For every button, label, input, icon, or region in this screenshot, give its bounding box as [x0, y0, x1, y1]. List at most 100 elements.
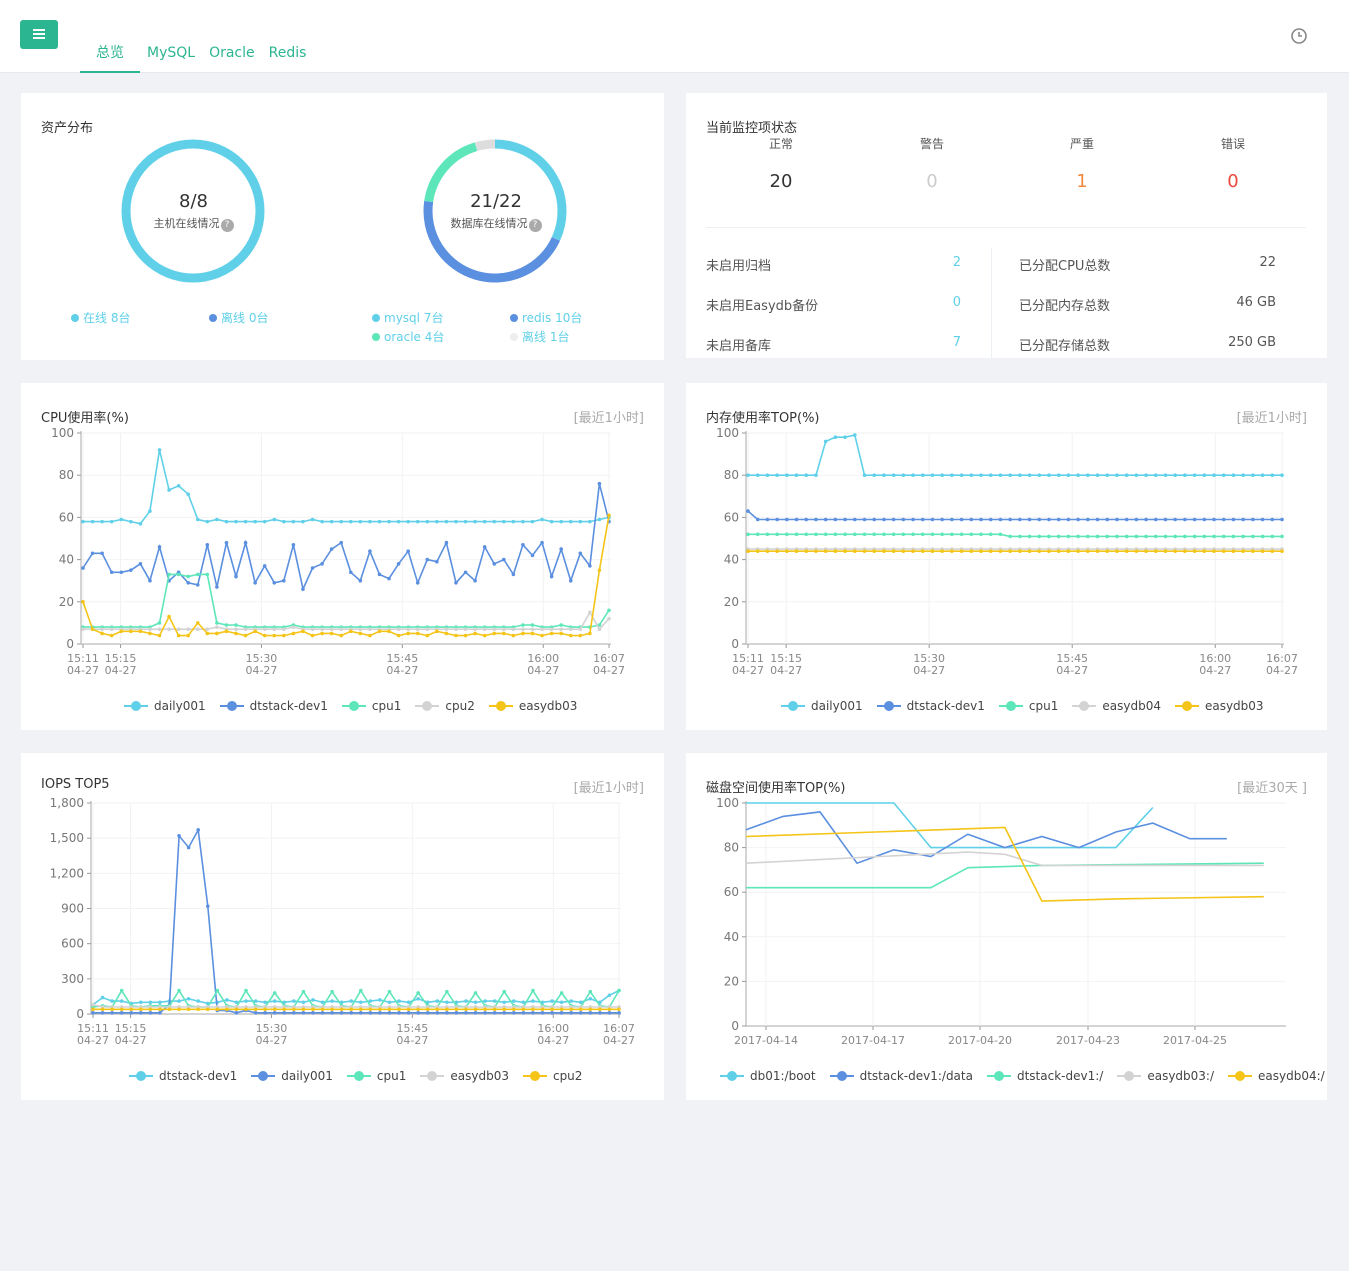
data-point[interactable]: [320, 562, 324, 566]
data-point[interactable]: [330, 1011, 334, 1015]
legend-item[interactable]: easydb03: [1174, 699, 1264, 713]
data-point[interactable]: [1212, 549, 1216, 553]
legend-item[interactable]: cpu2: [415, 699, 475, 713]
data-point[interactable]: [244, 999, 248, 1003]
data-point[interactable]: [225, 1007, 229, 1012]
data-point[interactable]: [396, 519, 401, 524]
data-point[interactable]: [1270, 473, 1275, 477]
data-point[interactable]: [301, 519, 305, 524]
data-point[interactable]: [358, 988, 363, 993]
time-range[interactable]: [最近1小时]: [1236, 411, 1307, 426]
data-point[interactable]: [588, 610, 592, 615]
data-point[interactable]: [1056, 549, 1061, 553]
data-point[interactable]: [765, 473, 770, 477]
data-point[interactable]: [901, 517, 906, 522]
data-point[interactable]: [205, 1007, 210, 1012]
tab-mysql[interactable]: MySQL: [147, 45, 196, 61]
data-point[interactable]: [1008, 534, 1012, 539]
data-point[interactable]: [454, 519, 458, 524]
data-point[interactable]: [502, 627, 506, 632]
data-point[interactable]: [1212, 534, 1216, 539]
data-point[interactable]: [272, 1011, 277, 1015]
data-point[interactable]: [1221, 473, 1226, 477]
data-point[interactable]: [91, 1007, 95, 1012]
data-point[interactable]: [531, 1011, 535, 1015]
data-point[interactable]: [882, 532, 886, 537]
data-point[interactable]: [578, 633, 583, 638]
data-point[interactable]: [1153, 534, 1158, 539]
data-point[interactable]: [129, 1007, 134, 1012]
data-point[interactable]: [862, 532, 867, 537]
data-point[interactable]: [158, 1007, 162, 1012]
data-point[interactable]: [119, 629, 124, 634]
data-point[interactable]: [425, 519, 430, 524]
data-point[interactable]: [282, 578, 286, 583]
data-point[interactable]: [549, 519, 554, 524]
data-point[interactable]: [823, 439, 828, 444]
help-icon[interactable]: ?: [528, 219, 542, 232]
data-point[interactable]: [195, 627, 200, 632]
data-point[interactable]: [415, 627, 420, 632]
data-point[interactable]: [263, 1007, 267, 1012]
data-point[interactable]: [872, 473, 877, 477]
data-point[interactable]: [473, 1011, 478, 1015]
data-point[interactable]: [1134, 473, 1139, 477]
data-point[interactable]: [1027, 549, 1032, 553]
data-point[interactable]: [540, 627, 544, 632]
legend-item[interactable]: dtstack-dev1: [219, 699, 328, 713]
data-point[interactable]: [549, 631, 554, 636]
data-point[interactable]: [1066, 517, 1071, 522]
data-point[interactable]: [110, 999, 114, 1003]
data-point[interactable]: [378, 1007, 382, 1012]
data-point[interactable]: [843, 517, 847, 522]
data-point[interactable]: [377, 572, 382, 577]
data-point[interactable]: [339, 540, 344, 545]
data-point[interactable]: [1047, 517, 1051, 522]
series-line-dtstack-dev1:/data[interactable]: [745, 811, 1227, 865]
data-point[interactable]: [853, 433, 857, 437]
data-point[interactable]: [129, 629, 133, 634]
data-point[interactable]: [559, 519, 563, 524]
data-point[interactable]: [920, 473, 925, 477]
data-point[interactable]: [1183, 517, 1187, 522]
data-point[interactable]: [755, 549, 760, 553]
data-point[interactable]: [1008, 517, 1012, 522]
data-point[interactable]: [940, 532, 944, 537]
data-point[interactable]: [597, 627, 602, 632]
data-point[interactable]: [804, 517, 809, 522]
tab-overview[interactable]: 总览: [80, 40, 140, 73]
data-point[interactable]: [1153, 517, 1158, 522]
data-point[interactable]: [872, 532, 877, 537]
data-point[interactable]: [272, 991, 277, 995]
data-point[interactable]: [186, 845, 191, 850]
series-line-easydb03[interactable]: [82, 515, 610, 637]
legend-item[interactable]: cpu1: [341, 699, 401, 713]
data-point[interactable]: [243, 519, 248, 524]
legend-host-offline[interactable]: 离线 0台: [209, 309, 268, 326]
data-point[interactable]: [100, 551, 104, 556]
data-point[interactable]: [530, 553, 535, 558]
data-point[interactable]: [1183, 534, 1187, 539]
data-point[interactable]: [1192, 549, 1197, 553]
data-point[interactable]: [1095, 549, 1100, 553]
data-point[interactable]: [1192, 517, 1197, 522]
data-point[interactable]: [959, 532, 964, 537]
data-point[interactable]: [320, 631, 324, 636]
data-point[interactable]: [243, 633, 248, 638]
data-point[interactable]: [1270, 549, 1275, 553]
data-point[interactable]: [167, 572, 171, 577]
menu-toggle-button[interactable]: [20, 20, 58, 49]
data-point[interactable]: [329, 631, 334, 636]
data-point[interactable]: [950, 549, 954, 553]
data-point[interactable]: [234, 1007, 239, 1012]
data-point[interactable]: [998, 549, 1003, 553]
data-point[interactable]: [253, 519, 257, 524]
data-point[interactable]: [320, 1011, 325, 1015]
data-point[interactable]: [1192, 534, 1197, 539]
data-point[interactable]: [301, 1000, 306, 1005]
data-point[interactable]: [920, 549, 925, 553]
data-point[interactable]: [1202, 473, 1207, 477]
data-point[interactable]: [521, 1011, 526, 1015]
data-point[interactable]: [483, 1011, 487, 1015]
data-point[interactable]: [1105, 549, 1110, 553]
